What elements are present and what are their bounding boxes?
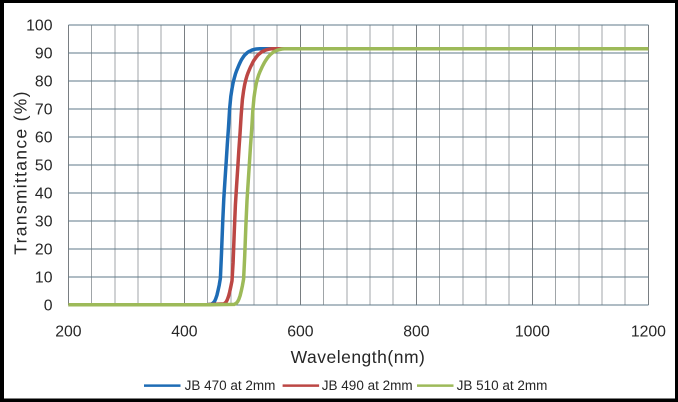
svg-text:70: 70 [35,102,53,119]
svg-text:Transmittance (%): Transmittance (%) [11,90,31,254]
svg-text:200: 200 [55,324,82,341]
svg-text:80: 80 [35,74,53,91]
svg-text:800: 800 [403,324,430,341]
svg-text:10: 10 [35,270,53,287]
svg-text:30: 30 [35,214,53,231]
svg-text:20: 20 [35,242,53,259]
svg-text:90: 90 [35,46,53,63]
svg-text:JB 510 at 2mm: JB 510 at 2mm [457,378,548,393]
svg-text:JB 470 at 2mm: JB 470 at 2mm [185,378,276,393]
svg-text:400: 400 [171,324,198,341]
svg-text:60: 60 [35,130,53,147]
svg-text:Wavelength(nm): Wavelength(nm) [291,347,426,367]
svg-text:0: 0 [44,298,53,315]
svg-text:100: 100 [26,18,53,35]
svg-text:1000: 1000 [515,324,550,341]
svg-text:50: 50 [35,158,53,175]
svg-text:1200: 1200 [631,324,666,341]
svg-text:40: 40 [35,186,53,203]
svg-text:600: 600 [287,324,314,341]
svg-text:JB 490 at 2mm: JB 490 at 2mm [322,378,413,393]
